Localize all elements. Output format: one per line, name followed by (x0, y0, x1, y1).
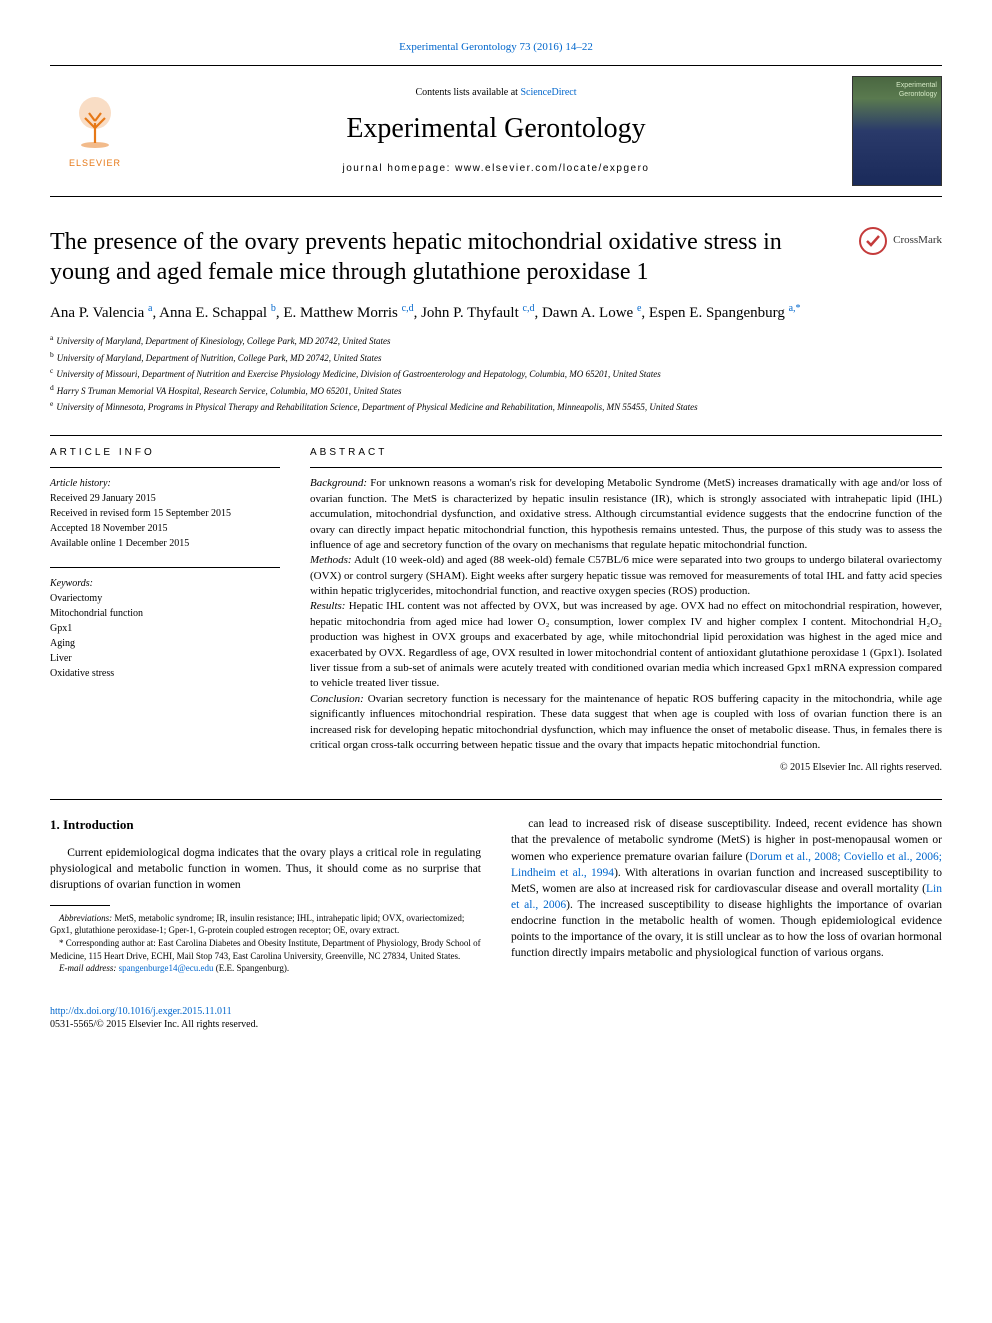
crossmark-label: CrossMark (893, 233, 942, 248)
keyword: Gpx1 (50, 621, 280, 636)
affiliation-line: bUniversity of Maryland, Department of N… (50, 349, 942, 366)
abstract-text: Background: For unknown reasons a woman'… (310, 467, 942, 775)
body-column-right: can lead to increased risk of disease su… (511, 816, 942, 974)
journal-name: Experimental Gerontology (160, 110, 832, 148)
keywords-block: Keywords: OvariectomyMitochondrial funct… (50, 567, 280, 681)
intro-paragraph: Current epidemiological dogma indicates … (50, 845, 481, 893)
abstract-heading: abstract (310, 446, 942, 460)
history-line: Accepted 18 November 2015 (50, 521, 280, 536)
elsevier-logo: ELSEVIER (50, 81, 140, 181)
keyword: Oxidative stress (50, 666, 280, 681)
affiliations: aUniversity of Maryland, Department of K… (50, 332, 942, 415)
sciencedirect-link[interactable]: ScienceDirect (520, 87, 576, 98)
crossmark-icon (859, 227, 887, 255)
journal-homepage: journal homepage: www.elsevier.com/locat… (160, 162, 832, 176)
article-info-column: article info Article history: Received 2… (50, 446, 280, 776)
divider (50, 435, 942, 436)
corresponding-email-link[interactable]: spangenburge14@ecu.edu (119, 963, 214, 973)
history-line: Received in revised form 15 September 20… (50, 506, 280, 521)
divider (50, 196, 942, 197)
history-line: Received 29 January 2015 (50, 491, 280, 506)
article-info-heading: article info (50, 446, 280, 460)
affiliation-line: eUniversity of Minnesota, Programs in Ph… (50, 398, 942, 415)
history-line: Available online 1 December 2015 (50, 536, 280, 551)
body-column-left: 1. Introduction Current epidemiological … (50, 816, 481, 974)
doi-footer: http://dx.doi.org/10.1016/j.exger.2015.1… (50, 1005, 942, 1032)
keyword: Ovariectomy (50, 591, 280, 606)
abstract-column: abstract Background: For unknown reasons… (310, 446, 942, 776)
keyword: Aging (50, 636, 280, 651)
contents-line: Contents lists available at ScienceDirec… (160, 86, 832, 100)
introduction-heading: 1. Introduction (50, 816, 481, 834)
keyword: Liver (50, 651, 280, 666)
intro-paragraph-continued: can lead to increased risk of disease su… (511, 816, 942, 961)
journal-cover-thumbnail: Experimental Gerontology (852, 76, 942, 186)
elsevier-tree-icon (65, 93, 125, 153)
journal-reference: Experimental Gerontology 73 (2016) 14–22 (50, 40, 942, 55)
divider (50, 65, 942, 66)
journal-header: ELSEVIER Contents lists available at Sci… (50, 76, 942, 186)
footnotes: Abbreviations: MetS, metabolic syndrome;… (50, 912, 481, 975)
doi-link[interactable]: http://dx.doi.org/10.1016/j.exger.2015.1… (50, 1006, 232, 1017)
crossmark-badge[interactable]: CrossMark (859, 227, 942, 255)
authors-list: Ana P. Valencia a, Anna E. Schappal b, E… (50, 301, 942, 325)
keyword: Mitochondrial function (50, 606, 280, 621)
abstract-copyright: © 2015 Elsevier Inc. All rights reserved… (310, 761, 942, 775)
article-title: The presence of the ovary prevents hepat… (50, 227, 839, 287)
affiliation-line: aUniversity of Maryland, Department of K… (50, 332, 942, 349)
affiliation-line: cUniversity of Missouri, Department of N… (50, 365, 942, 382)
elsevier-name: ELSEVIER (69, 157, 121, 169)
issn-copyright: 0531-5565/© 2015 Elsevier Inc. All right… (50, 1019, 258, 1030)
article-history: Article history: Received 29 January 201… (50, 467, 280, 551)
journal-ref-link[interactable]: Experimental Gerontology 73 (2016) 14–22 (399, 41, 593, 53)
section-divider (50, 799, 942, 800)
affiliation-line: dHarry S Truman Memorial VA Hospital, Re… (50, 382, 942, 399)
footnote-divider (50, 905, 110, 906)
